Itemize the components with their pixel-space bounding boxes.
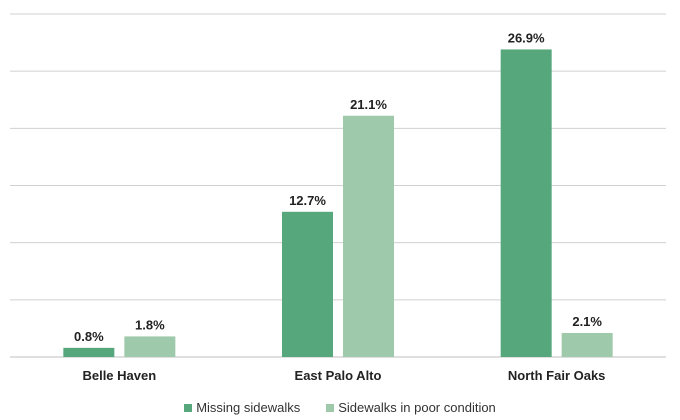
chart: 0.8% 1.8% 12.7% 21.1% 26.9% 2.1% Belle Haven E… xyxy=(10,13,666,383)
legend-item-poor: Sidewalks in poor condition xyxy=(326,400,496,415)
data-labels: 0.8% 1.8% 12.7% 21.1% 26.9% 2.1% xyxy=(74,30,602,343)
category-label-belle-haven: Belle Haven xyxy=(82,368,156,383)
legend-label-missing: Missing sidewalks xyxy=(196,400,301,415)
bar-east-palo-alto-series-1 xyxy=(343,115,394,357)
category-labels: Belle Haven East Palo Alto North Fair Oaks xyxy=(82,368,605,383)
data-label-north-fair-oaks-series-0: 26.9% xyxy=(508,30,545,45)
data-label-belle-haven-series-1: 1.8% xyxy=(135,317,165,332)
legend-swatch-missing xyxy=(184,403,193,412)
bar-belle-haven-series-0 xyxy=(63,347,115,357)
data-label-belle-haven-series-0: 0.8% xyxy=(74,329,104,344)
legend-item-missing: Missing sidewalks xyxy=(184,400,300,415)
data-label-east-palo-alto-series-1: 21.1% xyxy=(350,97,387,112)
gridlines xyxy=(10,13,666,358)
bar-belle-haven-series-1 xyxy=(124,336,176,357)
data-label-north-fair-oaks-series-1: 2.1% xyxy=(572,314,602,329)
data-label-east-palo-alto-series-0: 12.7% xyxy=(289,193,326,208)
bar-north-fair-oaks-series-1 xyxy=(561,332,613,357)
bar-north-fair-oaks-series-0 xyxy=(500,49,552,358)
legend: Missing sidewalks Sidewalks in poor cond… xyxy=(0,400,680,415)
legend-swatch-poor xyxy=(326,403,335,412)
bars xyxy=(63,49,613,358)
category-label-east-palo-alto: East Palo Alto xyxy=(295,368,382,383)
legend-label-poor: Sidewalks in poor condition xyxy=(338,400,496,415)
bar-east-palo-alto-series-0 xyxy=(282,211,333,357)
category-label-north-fair-oaks: North Fair Oaks xyxy=(508,368,606,383)
